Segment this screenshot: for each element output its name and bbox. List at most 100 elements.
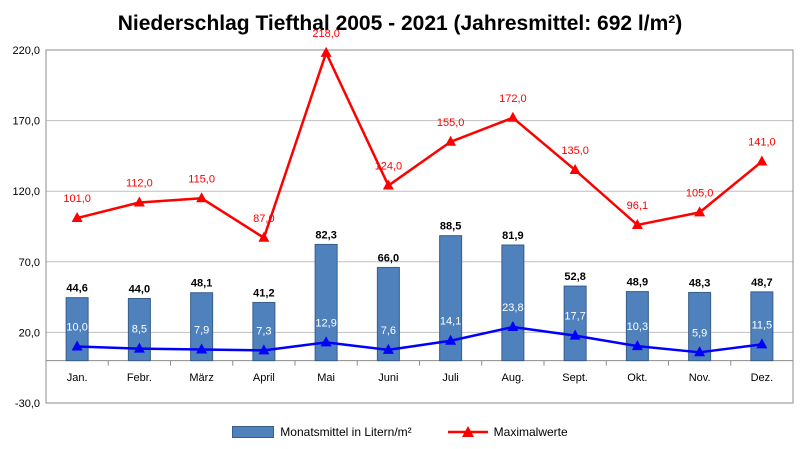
max-data-label: 141,0 (748, 137, 776, 149)
legend-label-bars: Monatsmittel in Litern/m² (280, 425, 412, 439)
max-point (507, 111, 519, 122)
x-tick-label: Jan. (67, 372, 88, 384)
avg-line (77, 325, 763, 354)
max-data-label: 105,0 (686, 187, 714, 199)
max-data-label: 172,0 (499, 93, 527, 105)
x-tick-label: Sept. (562, 372, 588, 384)
avg-data-label: 5,9 (692, 327, 707, 339)
bar-data-label: 66,0 (378, 252, 399, 264)
bar (252, 301, 276, 362)
bar-data-label: 48,9 (627, 277, 648, 289)
bar (127, 298, 151, 362)
avg-point (382, 343, 394, 354)
bar (563, 285, 587, 362)
max-point (694, 206, 706, 217)
bar-data-label: 48,3 (689, 277, 710, 289)
legend-label-max: Maximalwerte (493, 425, 568, 439)
legend-item-bars: Monatsmittel in Litern/m² (232, 425, 412, 439)
max-data-label: 112,0 (126, 177, 153, 189)
bar (625, 291, 649, 362)
plot-border (45, 49, 794, 404)
avg-point (756, 338, 768, 349)
bar (501, 244, 525, 362)
legend-bar-swatch (232, 426, 275, 438)
max-data-label: 96,1 (627, 200, 648, 212)
avg-data-label: 8,5 (132, 324, 147, 336)
avg-point (445, 334, 457, 345)
max-point (756, 155, 768, 166)
max-point (631, 218, 643, 229)
x-tick-label: Febr. (127, 372, 152, 384)
max-data-label: 135,0 (561, 145, 589, 157)
max-point (320, 46, 332, 57)
bar (190, 292, 214, 362)
bar (439, 235, 463, 362)
max-line (76, 51, 763, 240)
avg-point (133, 342, 145, 353)
bar (376, 266, 400, 362)
bar-data-label: 41,2 (253, 287, 274, 299)
max-data-label: 155,0 (437, 117, 465, 129)
x-tick-label: Juni (378, 372, 398, 384)
bar (65, 297, 89, 362)
legend: Monatsmittel in Litern/m² Maximalwerte (0, 425, 800, 439)
max-data-label: 101,0 (63, 193, 91, 205)
avg-data-label: 7,3 (256, 325, 271, 337)
x-tick-label: Juli (442, 372, 459, 384)
max-data-label: 124,0 (375, 161, 403, 173)
bar-data-label: 44,0 (129, 284, 150, 296)
max-data-label: 87,0 (253, 213, 274, 225)
x-tick-label: März (189, 372, 213, 384)
avg-data-label: 10,0 (66, 322, 87, 334)
avg-data-label: 10,3 (627, 321, 648, 333)
max-point (382, 179, 394, 190)
avg-data-label: 12,9 (315, 317, 336, 329)
legend-line-swatch (447, 426, 488, 437)
x-tick-label: Dez. (751, 372, 774, 384)
y-tick-label: 170,0 (12, 116, 40, 128)
avg-data-label: 7,6 (381, 325, 396, 337)
avg-point (631, 340, 643, 351)
bar-data-label: 44,6 (66, 283, 87, 295)
x-tick-label: April (253, 372, 275, 384)
avg-point (320, 336, 332, 347)
x-tick-label: Aug. (502, 372, 525, 384)
bar (314, 243, 338, 362)
avg-data-label: 7,9 (194, 324, 209, 336)
avg-point (507, 321, 519, 332)
avg-point (258, 344, 270, 355)
legend-item-max: Maximalwerte (447, 425, 568, 439)
chart-title: Niederschlag Tiefthal 2005 - 2021 (Jahre… (117, 12, 683, 35)
bar-data-label: 52,8 (564, 271, 585, 283)
y-tick-label: 120,0 (12, 186, 40, 198)
avg-point (569, 329, 581, 340)
bar-data-label: 82,3 (315, 229, 336, 241)
bar-data-label: 48,1 (191, 278, 212, 290)
max-point (196, 192, 208, 203)
bar-data-label: 48,7 (751, 277, 772, 289)
avg-data-label: 23,8 (502, 302, 523, 314)
avg-point (694, 346, 706, 357)
y-tick-label: -30,0 (15, 398, 40, 410)
avg-data-label: 14,1 (440, 316, 461, 328)
avg-point (71, 340, 83, 351)
avg-point (196, 343, 208, 354)
avg-data-label: 11,5 (752, 319, 773, 331)
max-data-label: 218,0 (312, 28, 340, 40)
max-point (445, 135, 457, 146)
max-point (569, 164, 581, 175)
y-tick-label: 20,0 (19, 327, 40, 339)
bar (688, 291, 712, 362)
max-point (133, 196, 145, 207)
x-tick-label: Nov. (689, 372, 711, 384)
x-tick-label: Okt. (627, 372, 647, 384)
x-tick-label: Mai (317, 372, 335, 384)
y-tick-label: 70,0 (19, 257, 40, 269)
max-point (71, 212, 83, 223)
max-data-label: 115,0 (188, 173, 215, 185)
bar-data-label: 81,9 (502, 230, 523, 242)
bar (750, 291, 774, 362)
avg-data-label: 17,7 (564, 311, 585, 323)
